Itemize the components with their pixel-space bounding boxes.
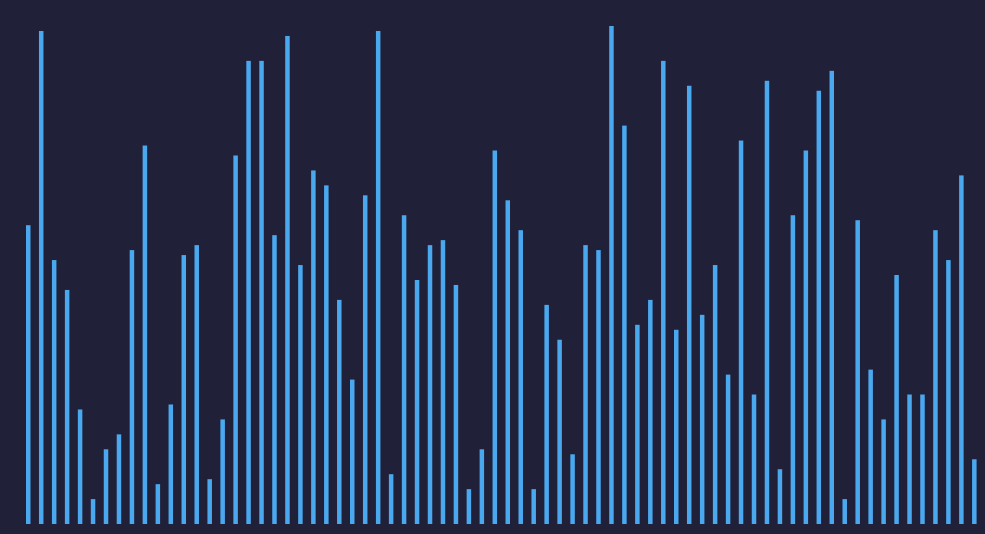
- bar-8: [116, 434, 122, 524]
- bar-2: [38, 30, 44, 524]
- bar-41: [544, 304, 549, 524]
- bar-53: [699, 314, 705, 524]
- bar-29: [388, 474, 394, 524]
- bar-10: [142, 145, 148, 524]
- bar-28: [375, 30, 381, 524]
- bars-group: [26, 26, 977, 525]
- bar-67: [881, 419, 886, 524]
- bar-31: [414, 279, 420, 524]
- bar-72: [946, 260, 951, 524]
- bar-32: [427, 245, 433, 524]
- bar-57: [751, 394, 757, 524]
- bar-43: [570, 454, 575, 524]
- bar-42: [557, 339, 562, 524]
- bar-70: [920, 394, 925, 524]
- bar-55: [725, 374, 731, 524]
- bar-20: [272, 235, 277, 524]
- bar-59: [777, 469, 783, 524]
- bar-47: [622, 125, 627, 524]
- bar-38: [505, 200, 511, 525]
- bar-11: [155, 484, 161, 524]
- bar-51: [674, 329, 679, 524]
- bar-73: [959, 175, 964, 524]
- bar-66: [868, 369, 873, 524]
- bar-34: [453, 284, 459, 524]
- bar-35: [466, 489, 472, 524]
- bar-37: [492, 150, 498, 524]
- bar-46: [609, 26, 614, 524]
- bar-69: [907, 394, 912, 524]
- bar-33: [440, 240, 446, 524]
- bar-16: [220, 419, 225, 524]
- bar-1: [26, 225, 31, 524]
- bar-6: [90, 499, 96, 524]
- bar-68: [894, 275, 899, 524]
- bar-22: [298, 265, 303, 524]
- bar-26: [350, 379, 355, 524]
- bar-62: [816, 90, 822, 525]
- bar-52: [686, 85, 692, 524]
- bar-54: [712, 265, 718, 524]
- bar-21: [285, 35, 290, 525]
- bar-61: [803, 150, 809, 524]
- bar-71: [933, 230, 938, 524]
- bar-27: [362, 195, 368, 524]
- bar-7: [103, 449, 109, 524]
- bar-4: [64, 289, 70, 524]
- bar-64: [842, 499, 847, 524]
- bar-12: [168, 404, 174, 524]
- bar-13: [181, 255, 187, 524]
- bar-44: [583, 245, 588, 524]
- bar-24: [324, 185, 329, 525]
- bar-5: [77, 409, 83, 524]
- bar-15: [207, 479, 212, 524]
- bar-30: [401, 215, 407, 525]
- bar-48: [635, 324, 640, 524]
- bar-60: [790, 215, 796, 525]
- bar-74: [972, 459, 977, 524]
- bar-36: [479, 449, 485, 524]
- bar-18: [246, 60, 251, 525]
- bar-39: [518, 230, 523, 524]
- bar-9: [129, 250, 135, 524]
- bar-49: [648, 299, 653, 524]
- bar-14: [194, 245, 199, 524]
- bar-17: [233, 155, 238, 525]
- bar-56: [738, 140, 744, 525]
- bar-45: [596, 250, 601, 524]
- bar-50: [661, 60, 666, 525]
- bar-40: [531, 489, 536, 524]
- bar-23: [311, 170, 316, 525]
- bar-25: [337, 299, 342, 524]
- bar-63: [829, 70, 835, 524]
- bar-65: [855, 220, 860, 524]
- bar-58: [764, 80, 770, 524]
- bar-3: [51, 260, 57, 524]
- bar-19: [259, 60, 264, 525]
